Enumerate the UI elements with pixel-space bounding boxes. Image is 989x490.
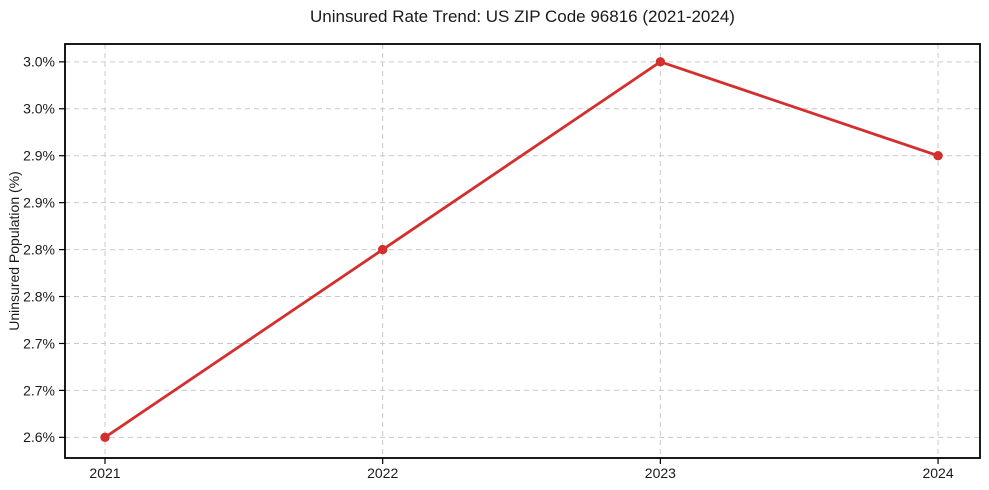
y-tick-label: 3.0% <box>23 101 55 117</box>
x-tick-label: 2022 <box>367 465 398 481</box>
y-tick-label: 3.0% <box>23 54 55 70</box>
y-tick-label: 2.9% <box>23 195 55 211</box>
data-point-marker <box>655 57 666 67</box>
data-point-marker <box>100 432 110 443</box>
y-tick-label: 2.8% <box>23 241 55 257</box>
y-tick-label: 2.7% <box>23 382 55 398</box>
x-tick-label: 2021 <box>89 465 120 481</box>
x-tick-label: 2024 <box>922 465 953 481</box>
y-tick-label: 2.7% <box>23 335 55 351</box>
y-tick-label: 2.8% <box>23 288 55 304</box>
data-point-marker <box>933 151 943 161</box>
data-point-marker <box>377 244 388 255</box>
plot-border <box>64 43 981 459</box>
y-tick-label: 2.6% <box>23 429 55 445</box>
x-tick-label: 2023 <box>645 465 676 481</box>
y-tick-label: 2.9% <box>23 148 55 164</box>
trend-line <box>103 60 940 439</box>
chart-title: Uninsured Rate Trend: US ZIP Code 96816 … <box>310 7 735 26</box>
